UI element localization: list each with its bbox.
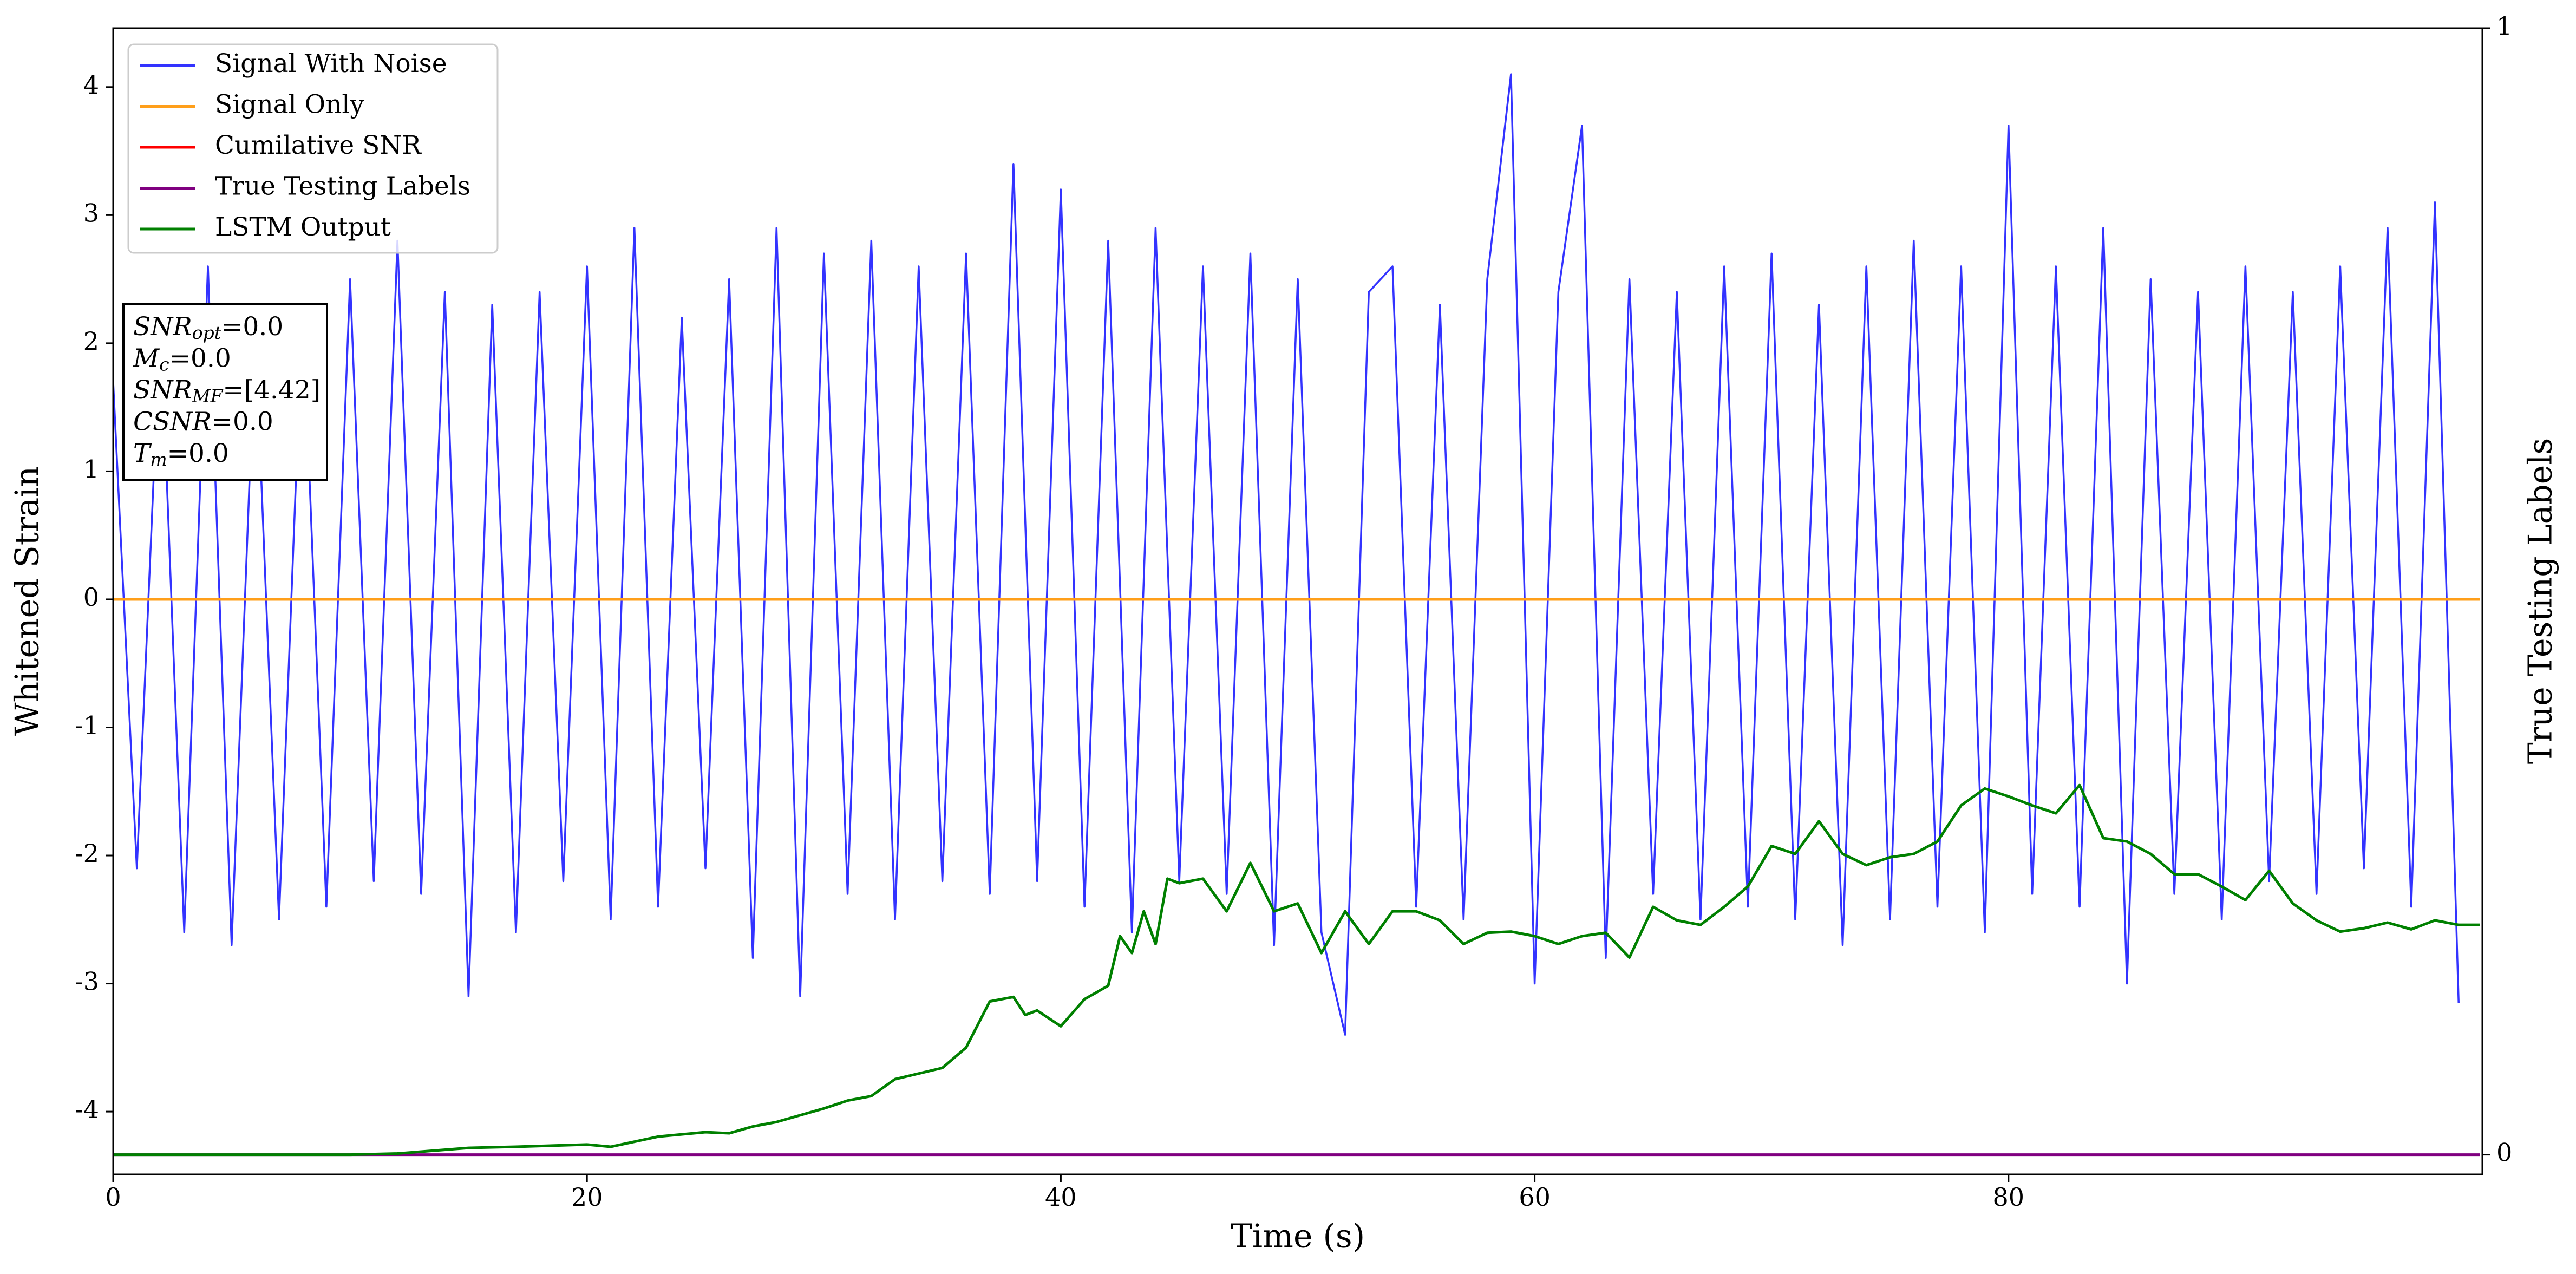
series-line <box>113 73 2460 1036</box>
y-tick-label: 0 <box>83 583 99 612</box>
y-tick-label: 1 <box>83 454 99 484</box>
annotation-part: =[4.42] <box>223 375 321 405</box>
legend-label: LSTM Output <box>215 212 391 242</box>
annotation-box <box>122 303 328 481</box>
y-tick-label: 3 <box>83 198 99 227</box>
annotation-part: MF <box>192 386 224 407</box>
x-tick-label: 80 <box>1993 1182 2025 1212</box>
annotation-part: SNR <box>133 375 192 405</box>
legend-label: Signal With Noise <box>215 49 447 79</box>
annotation-line: CSNR=0.0 <box>133 407 273 437</box>
annotation-part: SNR <box>133 312 192 342</box>
y-axis-label: Whitened Strain <box>9 466 47 736</box>
y-tick-label: 4 <box>83 70 99 100</box>
y-tick-label: -1 <box>75 710 99 740</box>
annotation-line: SNRMF=[4.42] <box>133 375 321 407</box>
annotation-part: CSNR <box>133 407 212 437</box>
legend-box <box>127 43 499 254</box>
x-tick-label: 40 <box>1045 1182 1077 1212</box>
legend-label: Cumilative SNR <box>215 130 422 160</box>
x-axis-label: Time (s) <box>1231 1218 1365 1256</box>
x-tick-label: 60 <box>1519 1182 1551 1212</box>
annotation-part: =0.0 <box>169 344 231 374</box>
annotation-part: =0.0 <box>212 407 273 437</box>
annotation-part: m <box>150 449 167 470</box>
annotation-part: opt <box>192 322 222 343</box>
annotation-part: T <box>133 439 152 468</box>
y-tick-label: -4 <box>75 1095 99 1124</box>
annotation-line: SNRopt=0.0 <box>133 312 283 343</box>
annotation-line: Mc=0.0 <box>133 344 231 375</box>
y2-tick-label: 1 <box>2496 11 2512 41</box>
legend-label: Signal Only <box>215 90 364 120</box>
annotation-line: Tm=0.0 <box>133 439 229 470</box>
y2-tick-label: 0 <box>2496 1138 2512 1167</box>
x-tick-label: 20 <box>571 1182 603 1212</box>
annotation-part: c <box>159 354 169 375</box>
legend-label: True Testing Labels <box>215 172 470 201</box>
x-tick-label: 0 <box>105 1182 121 1212</box>
y-tick-label: -2 <box>75 839 99 868</box>
y2-axis-label: True Testing Labels <box>2522 438 2560 765</box>
annotation-part: =0.0 <box>221 312 283 342</box>
y-tick-label: 2 <box>83 326 99 356</box>
y-tick-label: -3 <box>75 967 99 996</box>
annotation-part: M <box>133 344 160 374</box>
series-line <box>113 783 2480 1157</box>
annotation-part: =0.0 <box>167 439 229 468</box>
plot-frame <box>112 27 2483 1175</box>
